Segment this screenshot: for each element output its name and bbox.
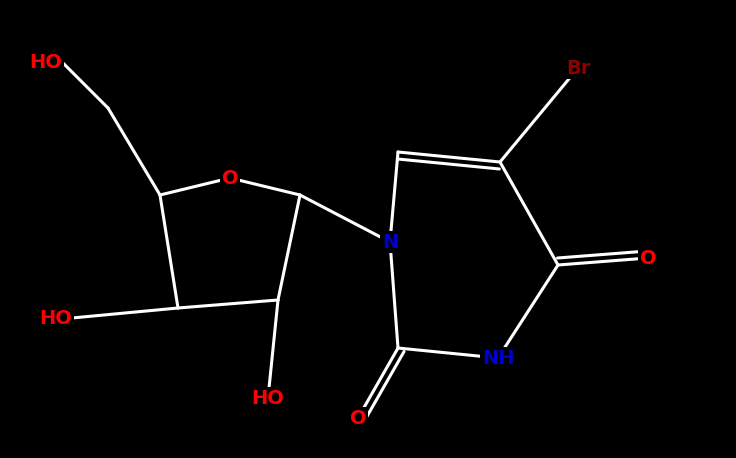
Text: O: O — [222, 169, 238, 187]
Text: Br: Br — [566, 59, 590, 77]
Text: N: N — [382, 233, 398, 251]
Text: O: O — [350, 409, 367, 427]
Text: NH: NH — [482, 349, 514, 367]
Text: HO: HO — [39, 309, 72, 327]
Text: O: O — [640, 249, 657, 267]
Text: HO: HO — [29, 53, 62, 71]
Text: HO: HO — [252, 388, 284, 408]
